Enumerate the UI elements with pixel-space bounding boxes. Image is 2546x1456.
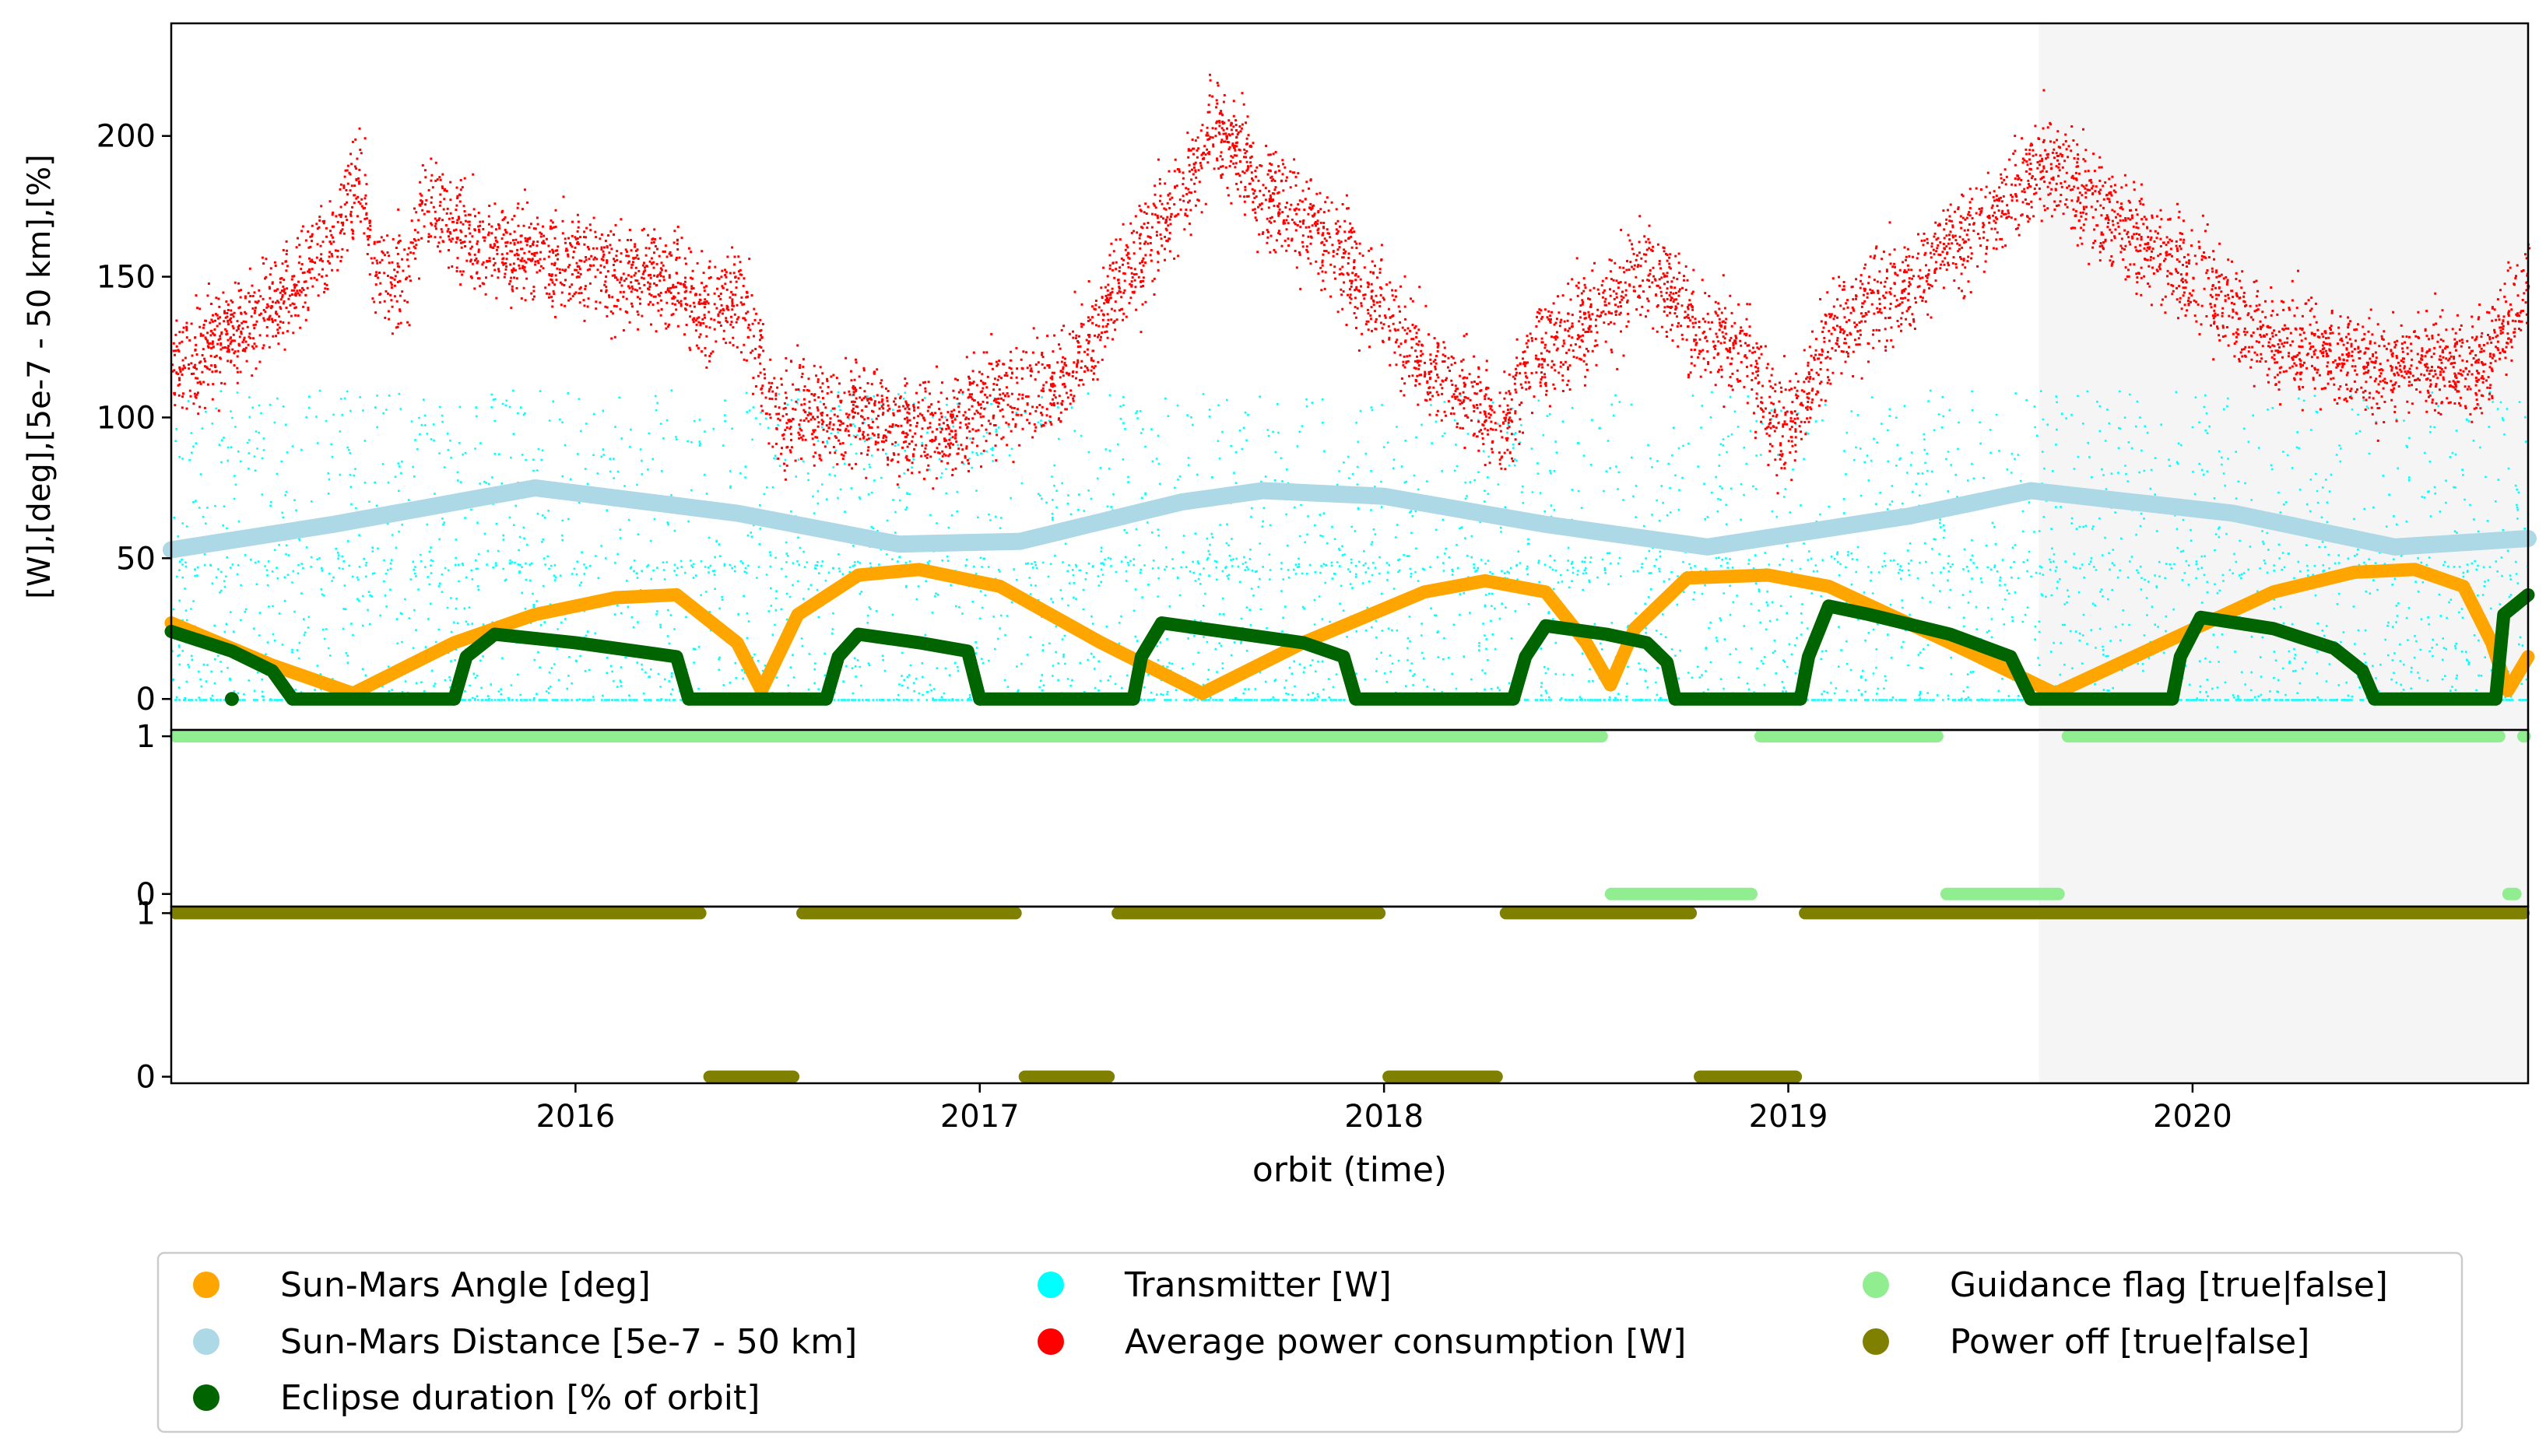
y-tick-label: 50 xyxy=(116,541,156,577)
eclipse-duration-point xyxy=(224,692,239,707)
main-panel: 0 50 100 150 200 [W],[deg],[5e-7 - 50 km],[%… xyxy=(22,22,2537,732)
y-tick-label: 0 xyxy=(136,682,156,717)
shaded-region-guidance xyxy=(2039,730,2528,907)
guidance-panel: 01 xyxy=(136,719,2531,913)
eclipse-duration-segment xyxy=(164,624,300,706)
series-sun-mars-distance xyxy=(163,479,2537,559)
series-average-power xyxy=(171,73,2530,495)
legend-marker xyxy=(1863,1328,1889,1355)
eclipse-duration-segment xyxy=(2488,588,2535,706)
legend-label: Transmitter [W] xyxy=(1124,1265,1392,1305)
series-eclipse-duration xyxy=(164,588,2535,707)
y-axis-power: 01 xyxy=(136,896,171,1096)
sun-mars-distance-line xyxy=(163,479,2537,559)
y-tick-label: 100 xyxy=(97,400,156,436)
x-tick-label: 2019 xyxy=(1749,1099,1828,1135)
y-tick-label: 0 xyxy=(136,1060,156,1096)
x-tick-label: 2018 xyxy=(1344,1099,1424,1135)
y-axis-main: 0 50 100 150 200 xyxy=(97,119,171,717)
y-tick-label: 1 xyxy=(136,896,156,931)
axes-frame-power xyxy=(170,905,2530,1085)
eclipse-duration-segment xyxy=(1793,599,2038,706)
x-tick-label: 2016 xyxy=(536,1099,615,1135)
average-power-points xyxy=(171,73,2530,495)
legend-marker xyxy=(1038,1328,1064,1355)
legend-marker xyxy=(1863,1272,1889,1298)
legend-label: Sun-Mars Distance [5e-7 - 50 km] xyxy=(280,1322,857,1362)
y-tick-label: 1 xyxy=(136,719,156,755)
y-tick-label: 200 xyxy=(97,119,156,155)
shaded-region-main xyxy=(2039,23,2528,730)
eclipse-duration-segment xyxy=(448,627,696,706)
legend-label: Sun-Mars Angle [deg] xyxy=(280,1265,651,1305)
y-tick-label: 150 xyxy=(97,260,156,296)
legend-label: Eclipse duration [% of orbit] xyxy=(280,1378,760,1418)
eclipse-duration-segment xyxy=(2165,610,2382,706)
legend-label: Guidance flag [true|false] xyxy=(1950,1265,2388,1305)
x-axis: 2016 2017 2018 2019 2020 xyxy=(536,1083,2232,1135)
series-power-off xyxy=(170,907,2530,1083)
x-tick-label: 2017 xyxy=(940,1099,1020,1135)
legend-label: Average power consumption [W] xyxy=(1125,1322,1686,1362)
legend-marker xyxy=(193,1328,219,1355)
x-axis-label: orbit (time) xyxy=(1252,1150,1447,1190)
legend-marker xyxy=(193,1272,219,1298)
legend-marker xyxy=(193,1384,219,1411)
y-tick-label: 0 xyxy=(136,877,156,913)
series-guidance-flag xyxy=(170,730,2531,900)
series-sun-mars-angle xyxy=(164,563,2535,700)
legend-box xyxy=(156,1251,2463,1433)
y-axis-guidance: 01 xyxy=(136,719,171,913)
power-off-panel: 01 2016 2017 2018 2019 2020 orbit (time) xyxy=(136,896,2530,1190)
eclipse-duration-segment xyxy=(819,627,987,706)
x-tick-label: 2020 xyxy=(2153,1099,2232,1135)
legend-label: Power off [true|false] xyxy=(1950,1322,2309,1362)
shaded-region-power xyxy=(2039,907,2528,1083)
legend-marker xyxy=(1038,1272,1064,1298)
sun-mars-angle-line xyxy=(164,563,2535,700)
eclipse-duration-segment xyxy=(1126,616,1363,706)
legend: Sun-Mars Angle [deg] Sun-Mars Distance [5… xyxy=(156,1251,2463,1433)
y-axis-label: [W],[deg],[5e-7 - 50 km],[%] xyxy=(22,154,58,598)
eclipse-duration-segment xyxy=(1506,619,1682,706)
